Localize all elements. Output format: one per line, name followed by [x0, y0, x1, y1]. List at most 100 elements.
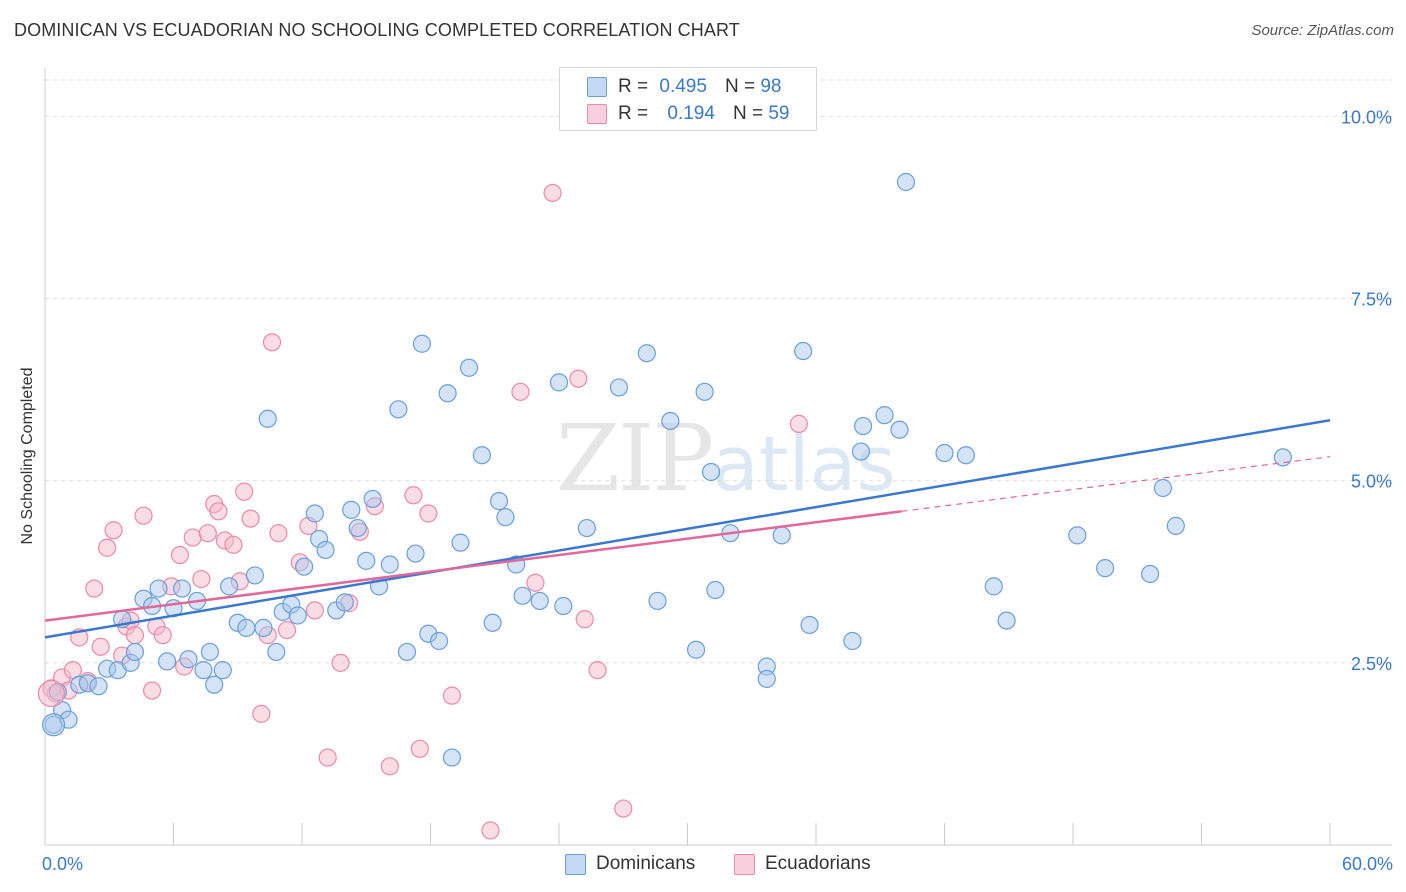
- source-credit: Source: ZipAtlas.com: [1251, 22, 1394, 39]
- dominican-point: [530, 591, 549, 611]
- ecuadorian-point: [575, 610, 594, 629]
- dominican-trend-line: [44, 419, 1331, 639]
- dominican-point: [438, 384, 457, 403]
- y-tick-label: 5.0%: [1351, 472, 1392, 492]
- dominican-point: [258, 409, 277, 428]
- dominican-point: [695, 382, 714, 401]
- dominican-point: [342, 500, 361, 519]
- dominican-point: [794, 341, 813, 361]
- dominican-point: [451, 533, 470, 552]
- ecuadorian-point: [85, 579, 104, 598]
- ecuadorian-trend-extension: [901, 456, 1331, 512]
- legend-swatch-pink: [587, 104, 607, 124]
- dominican-point: [1068, 526, 1087, 545]
- dominican-point: [125, 642, 145, 662]
- legend-swatch-blue: [587, 77, 607, 97]
- ecuadorian-point: [37, 679, 66, 708]
- dominican-point: [406, 544, 425, 563]
- dominican-point: [429, 631, 449, 651]
- dominican-point: [896, 172, 916, 192]
- dominican-point: [412, 334, 432, 353]
- dominican-point: [363, 489, 382, 509]
- dominican-point: [772, 526, 791, 545]
- ecuadorian-point: [511, 382, 530, 401]
- ecuadorian-point: [318, 748, 337, 767]
- ecuadorian-point: [442, 686, 462, 705]
- dominican-point: [757, 669, 776, 688]
- ecuadorian-point: [142, 681, 162, 700]
- ecuadorian-point: [125, 626, 145, 645]
- legend-n-label: N =: [724, 76, 756, 97]
- dominican-point: [295, 557, 314, 576]
- legend-r-value: 0.194: [667, 103, 715, 124]
- ecuadorian-point: [241, 509, 260, 528]
- dominican-point: [935, 443, 954, 463]
- ecuadorian-point: [410, 739, 429, 758]
- dominican-point: [472, 446, 491, 465]
- dominican-point: [686, 640, 706, 659]
- ecuadorian-point: [209, 502, 228, 521]
- dominican-point: [1166, 516, 1185, 535]
- dominican-point: [316, 540, 335, 560]
- dominican-point: [800, 615, 819, 635]
- ecuadorian-point: [404, 486, 423, 505]
- dominican-point: [220, 577, 239, 596]
- dominican-point: [213, 661, 232, 680]
- legend-r-label: R =: [618, 103, 649, 124]
- dominican-point: [348, 518, 367, 538]
- dominican-point: [706, 580, 725, 600]
- dominican-point: [149, 579, 168, 598]
- dominican-point: [549, 373, 569, 392]
- ecuadorian-point: [419, 504, 438, 523]
- dominican-point: [335, 593, 354, 612]
- legend-n-value: 98: [760, 76, 782, 97]
- dominican-point: [956, 446, 976, 465]
- dominican-point: [854, 416, 873, 436]
- legend-r-value: 0.495: [659, 76, 707, 97]
- dominican-point: [637, 344, 656, 363]
- dominican-point: [489, 492, 509, 511]
- dominican-point: [389, 400, 408, 419]
- legend-n-value: 59: [768, 103, 790, 124]
- dominican-point: [442, 748, 462, 767]
- dominican-point: [483, 613, 502, 632]
- dominican-point: [496, 508, 515, 527]
- dominican-point: [89, 677, 108, 696]
- ecuadorian-point: [481, 821, 500, 840]
- dominican-point: [843, 631, 862, 651]
- correlation-legend: R = 0.495 N = 98 R = 0.194 N = 59: [559, 67, 817, 131]
- x-tick-label: 0.0%: [42, 854, 83, 874]
- ecuadorian-point: [198, 524, 217, 543]
- ecuadorian-point: [526, 573, 545, 592]
- bottom-legend-label: Ecuadorians: [765, 853, 871, 874]
- watermark-zip: ZIP: [556, 405, 714, 512]
- ecuadorian-point: [789, 414, 808, 433]
- ecuadorian-point: [104, 521, 123, 540]
- dominican-point: [875, 406, 894, 425]
- dominican-point: [1153, 478, 1173, 498]
- ecuadorian-point: [277, 620, 297, 640]
- ecuadorian-point: [91, 637, 110, 656]
- ecuadorian-point: [98, 538, 117, 557]
- ecuadorian-point: [569, 369, 588, 388]
- ecuadorian-point: [262, 333, 282, 352]
- ecuadorian-point: [153, 626, 172, 645]
- ecuadorian-point: [224, 535, 243, 554]
- dominican-point: [41, 713, 66, 737]
- dominican-point: [237, 618, 256, 637]
- ecuadorian-point: [252, 704, 271, 723]
- dominican-point: [157, 652, 177, 671]
- ecuadorian-point: [170, 545, 190, 565]
- ecuadorian-point: [305, 601, 324, 620]
- dominican-point: [194, 661, 213, 680]
- legend-n-label: N =: [732, 103, 764, 124]
- y-tick-label: 10.0%: [1341, 107, 1392, 127]
- dominican-point: [984, 577, 1003, 596]
- dominican-point: [397, 642, 417, 662]
- dominican-point: [380, 555, 399, 574]
- ecuadorian-point: [380, 757, 399, 776]
- dominican-point: [357, 551, 376, 570]
- dominican-point: [997, 611, 1016, 630]
- ecuadorian-point: [543, 183, 562, 203]
